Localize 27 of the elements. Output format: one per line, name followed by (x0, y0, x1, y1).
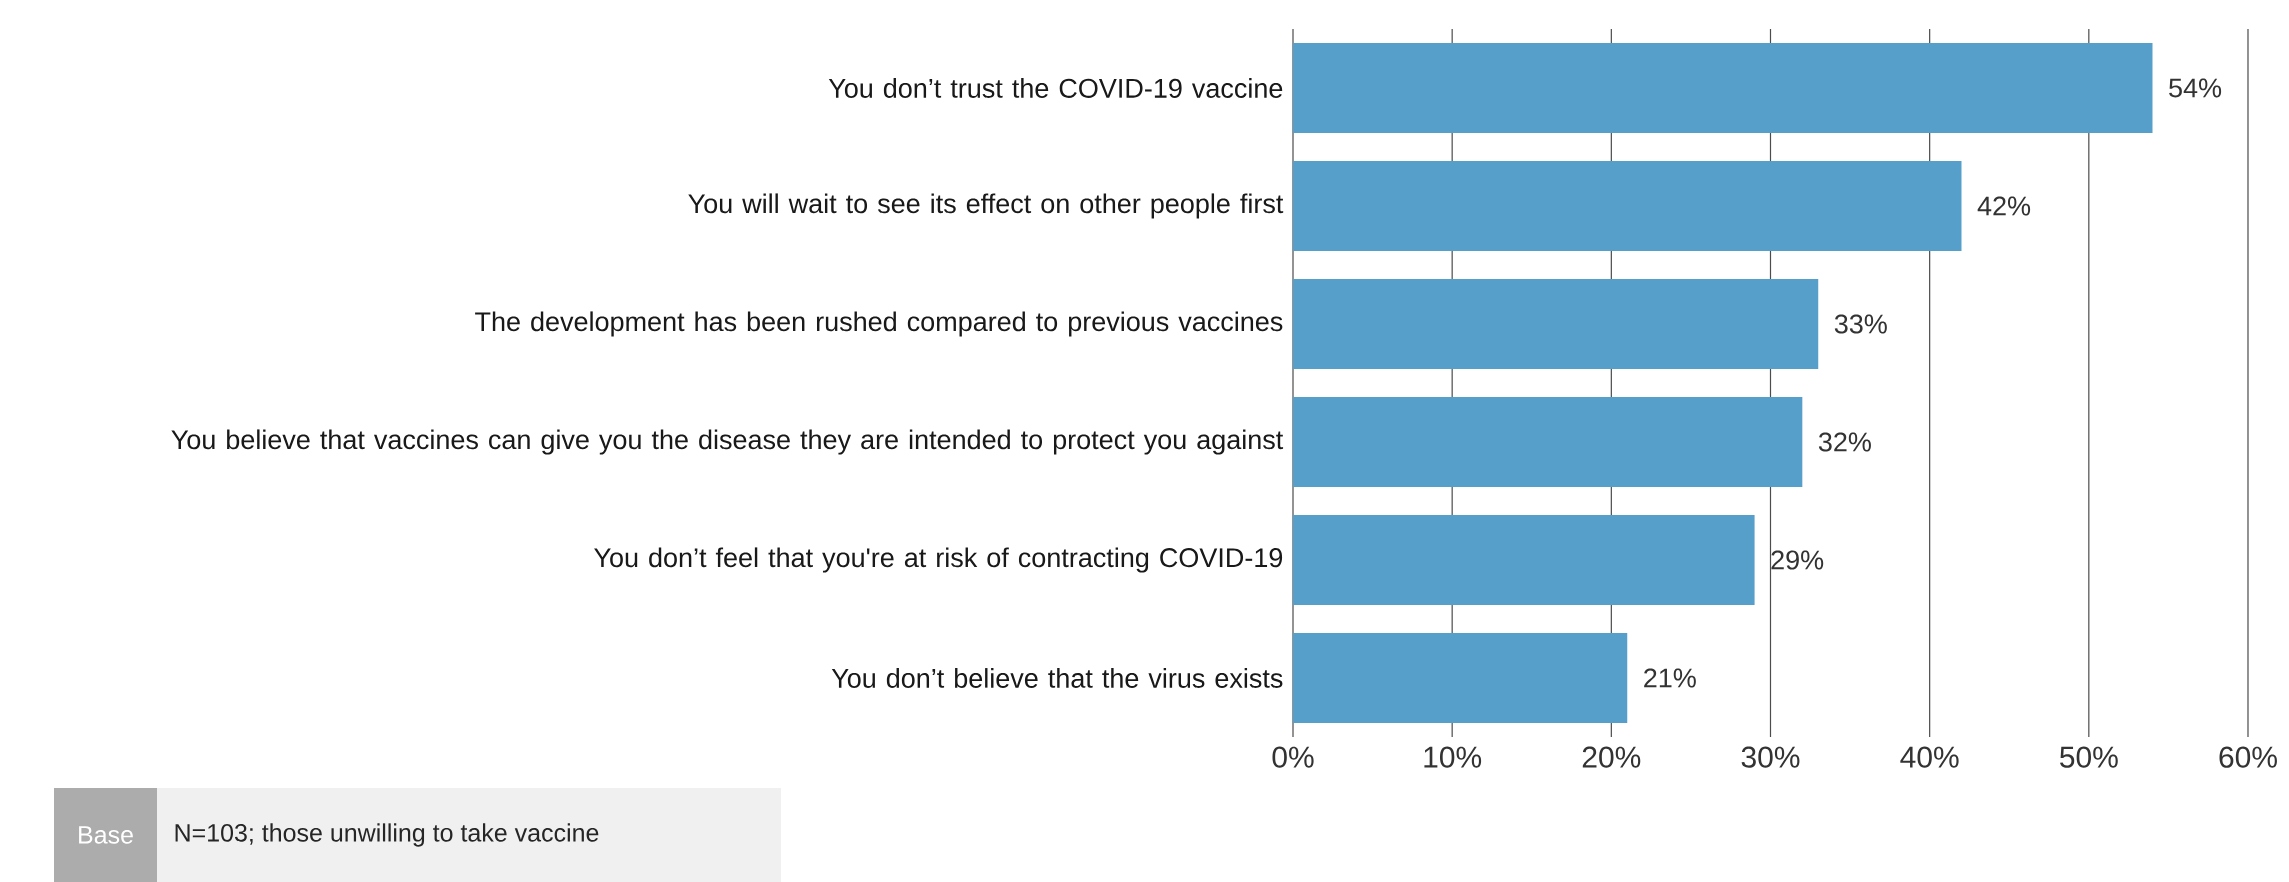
y-tick-label: You don’t believe that the virus exists (831, 668, 1283, 688)
data-label: 33% (1834, 314, 1887, 334)
y-tick-label: You believe that vaccines can give you the disease they are intended to protect you against (171, 429, 1284, 455)
bar (1293, 515, 1755, 605)
x-tick-label: 50% (2060, 746, 2118, 768)
y-tick-label: You will wait to see its effect on other people first (688, 193, 1284, 219)
text: N=103; those unwilling to take vaccine (175, 823, 599, 847)
bar (1293, 279, 1819, 369)
bar (1293, 161, 1962, 251)
x-tick-label: 60% (2219, 746, 2277, 768)
x-tick-label: 40% (1900, 746, 1959, 768)
data-label: 42% (1977, 196, 2031, 216)
data-label: 54% (2169, 78, 2222, 98)
y-tick-label: You don’t feel that you're at risk of contracting COVID-19 (594, 547, 1283, 573)
bar (1293, 396, 1803, 487)
data-label: 21% (1644, 668, 1696, 688)
x-tick-label: 10% (1424, 746, 1482, 768)
x-tick-label: 20% (1582, 746, 1641, 768)
data-label: 32% (1818, 432, 1871, 452)
x-tick-label: 0% (1272, 746, 1314, 768)
y-tick-label: You don’t trust the COVID-19 vaccine (828, 78, 1283, 98)
x-tick-label: 30% (1741, 746, 1800, 768)
bar (1293, 43, 2153, 133)
bar (1293, 632, 1628, 723)
text: Base (79, 826, 133, 844)
data-label: 29% (1771, 550, 1824, 570)
y-tick-label: The development has been rushed compared to previous vaccines (475, 311, 1283, 337)
